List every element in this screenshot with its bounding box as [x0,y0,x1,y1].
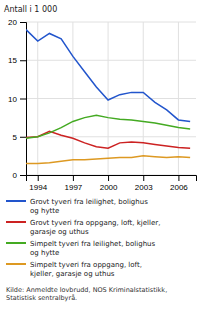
y-axis-tick-mark [20,22,26,23]
legend-swatch [6,200,26,202]
x-axis-tick-mark [143,175,144,181]
x-axis-line [27,176,197,182]
chart: 1994 1997 2000 2003 2006 0 5 10 15 20 Antall i 1 0… [0,0,204,330]
y-axis-tick-mark [20,99,26,100]
x-axis-tick: 2000 [100,175,118,192]
legend-item: Simpelt tyveri fra oppgang, loft,kjeller… [6,261,142,278]
x-axis-tick-mark [178,175,179,181]
y-axis-tick: 10 [8,95,26,104]
grid-line-y [26,60,196,61]
x-axis-tick-mark [73,175,74,181]
line [26,131,190,148]
y-axis-tick-label: 10 [8,95,17,104]
legend-item: Simpelt tyveri fra leilighet, bolighusog… [6,240,156,257]
x-axis-tick-label: 2003 [135,183,153,192]
grid-line-x [37,22,38,175]
legend-swatch [6,221,26,223]
x-axis-tick-label: 1994 [29,183,47,192]
grid-line-x [143,22,144,175]
y-axis-tick-mark [20,137,26,138]
line [26,30,190,122]
y-axis-tick-label: 15 [8,56,17,65]
y-axis-tick: 20 [8,18,26,27]
y-axis-label: Antall i 1 000 [4,5,57,14]
x-axis-tick-mark [108,175,109,181]
x-axis-tick: 1997 [64,175,82,192]
grid-line-x [72,22,73,175]
legend-label: Simpelt tyveri fra leilighet, bolighusog… [30,240,156,257]
y-axis-tick: 5 [13,133,26,142]
legend-swatch [6,242,26,244]
legend: Grovt tyveri fra leilighet, bolighusog h… [6,198,160,278]
legend-item: Grovt tyveri fra oppgang, loft, kjeller,… [6,219,160,236]
x-axis-tick-label: 2000 [100,183,118,192]
y-axis-line [20,23,27,176]
x-axis: 1994 1997 2000 2003 2006 [27,175,197,192]
grid [26,22,196,175]
legend-label: Grovt tyveri fra leilighet, bolighusog h… [30,198,148,215]
line [26,156,190,164]
lines [26,30,190,164]
legend-label: Grovt tyveri fra oppgang, loft, kjeller,… [30,219,160,236]
legend-swatch [6,263,26,265]
legend-label: Simpelt tyveri fra oppgang, loft,kjeller… [30,261,142,278]
x-axis-tick: 2003 [135,175,153,192]
y-axis-tick-label: 0 [13,171,18,180]
y-axis-tick: 15 [8,56,26,65]
legend-item: Grovt tyveri fra leilighet, bolighusog h… [6,198,148,215]
y-axis-tick-mark [20,60,26,61]
grid-line-x [108,22,109,175]
grid-line-y [26,136,196,137]
grid-line-x [178,22,179,175]
y-axis-tick-mark [20,175,26,176]
line [26,115,190,138]
plot-area: 1994 1997 2000 2003 2006 0 5 10 15 20 [8,18,196,192]
x-axis-tick-label: 2006 [170,183,188,192]
y-axis-tick-label: 5 [13,133,18,142]
x-axis-tick: 2006 [170,175,188,192]
grid-line-y [26,22,196,23]
y-axis-tick: 0 [13,171,26,180]
x-axis-tick-label: 1997 [64,183,82,192]
x-axis-tick: 1994 [29,175,47,192]
y-axis: 0 5 10 15 20 [8,18,26,180]
x-axis-tick-mark [38,175,39,181]
y-axis-tick-label: 20 [8,18,17,27]
source-note: Kilde: Anmeldte lovbrudd, NOS Kriminalst… [6,286,167,302]
